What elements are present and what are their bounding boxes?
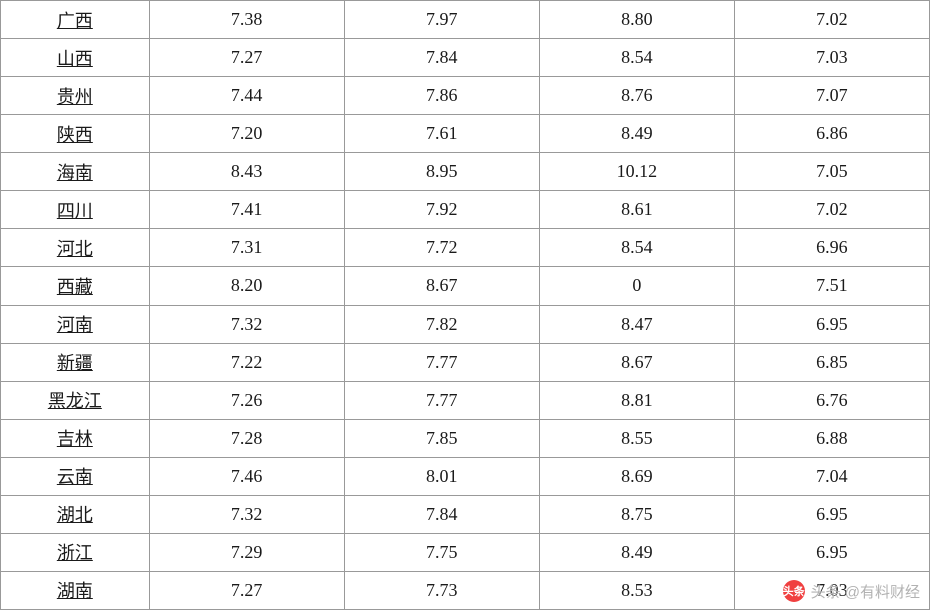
value-cell-3: 8.49 — [539, 115, 734, 153]
value-cell-3: 0 — [539, 267, 734, 305]
value-cell-1: 7.26 — [149, 381, 344, 419]
table-row: 黑龙江7.267.778.816.76 — [1, 381, 930, 419]
value-cell-3: 8.53 — [539, 571, 734, 609]
value-cell-3: 8.75 — [539, 495, 734, 533]
value-cell-4: 6.86 — [734, 115, 929, 153]
value-cell-4: 6.85 — [734, 343, 929, 381]
value-cell-3: 8.81 — [539, 381, 734, 419]
value-cell-4: 6.95 — [734, 305, 929, 343]
value-cell-1: 7.22 — [149, 343, 344, 381]
value-cell-2: 7.72 — [344, 229, 539, 267]
value-cell-2: 7.82 — [344, 305, 539, 343]
table-row: 河北7.317.728.546.96 — [1, 229, 930, 267]
value-cell-2: 7.92 — [344, 191, 539, 229]
value-cell-3: 8.61 — [539, 191, 734, 229]
table-row: 湖南7.277.738.537.03 — [1, 571, 930, 609]
province-cell: 河南 — [1, 305, 150, 343]
value-cell-3: 8.54 — [539, 39, 734, 77]
value-cell-2: 7.61 — [344, 115, 539, 153]
value-cell-4: 6.96 — [734, 229, 929, 267]
table-row: 云南7.468.018.697.04 — [1, 457, 930, 495]
value-cell-4: 7.03 — [734, 39, 929, 77]
value-cell-1: 7.31 — [149, 229, 344, 267]
province-cell: 四川 — [1, 191, 150, 229]
value-cell-4: 7.05 — [734, 153, 929, 191]
table-row: 河南7.327.828.476.95 — [1, 305, 930, 343]
value-cell-2: 7.97 — [344, 1, 539, 39]
value-cell-2: 7.84 — [344, 39, 539, 77]
table-row: 吉林7.287.858.556.88 — [1, 419, 930, 457]
value-cell-3: 8.67 — [539, 343, 734, 381]
province-cell: 吉林 — [1, 419, 150, 457]
table-row: 四川7.417.928.617.02 — [1, 191, 930, 229]
value-cell-4: 6.95 — [734, 495, 929, 533]
table-row: 贵州7.447.868.767.07 — [1, 77, 930, 115]
value-cell-2: 7.84 — [344, 495, 539, 533]
value-cell-1: 8.43 — [149, 153, 344, 191]
value-cell-2: 7.85 — [344, 419, 539, 457]
value-cell-2: 8.01 — [344, 457, 539, 495]
province-cell: 海南 — [1, 153, 150, 191]
value-cell-1: 7.38 — [149, 1, 344, 39]
province-cell: 湖南 — [1, 571, 150, 609]
table-row: 西藏8.208.6707.51 — [1, 267, 930, 305]
value-cell-4: 6.95 — [734, 533, 929, 571]
table-row: 山西7.277.848.547.03 — [1, 39, 930, 77]
province-cell: 山西 — [1, 39, 150, 77]
value-cell-2: 7.73 — [344, 571, 539, 609]
value-cell-1: 8.20 — [149, 267, 344, 305]
value-cell-4: 7.02 — [734, 1, 929, 39]
value-cell-1: 7.46 — [149, 457, 344, 495]
value-cell-4: 6.76 — [734, 381, 929, 419]
value-cell-1: 7.27 — [149, 571, 344, 609]
province-cell: 云南 — [1, 457, 150, 495]
province-cell: 河北 — [1, 229, 150, 267]
value-cell-1: 7.32 — [149, 305, 344, 343]
value-cell-2: 7.86 — [344, 77, 539, 115]
value-cell-1: 7.44 — [149, 77, 344, 115]
value-cell-3: 8.49 — [539, 533, 734, 571]
value-cell-4: 7.07 — [734, 77, 929, 115]
value-cell-3: 8.47 — [539, 305, 734, 343]
province-cell: 湖北 — [1, 495, 150, 533]
value-cell-4: 7.03 — [734, 571, 929, 609]
value-cell-4: 7.02 — [734, 191, 929, 229]
table-row: 湖北7.327.848.756.95 — [1, 495, 930, 533]
value-cell-3: 10.12 — [539, 153, 734, 191]
value-cell-1: 7.41 — [149, 191, 344, 229]
data-table: 广西7.387.978.807.02山西7.277.848.547.03贵州7.… — [0, 0, 930, 610]
value-cell-2: 7.75 — [344, 533, 539, 571]
table-row: 广西7.387.978.807.02 — [1, 1, 930, 39]
table-row: 新疆7.227.778.676.85 — [1, 343, 930, 381]
value-cell-3: 8.54 — [539, 229, 734, 267]
province-cell: 黑龙江 — [1, 381, 150, 419]
value-cell-2: 7.77 — [344, 381, 539, 419]
value-cell-1: 7.29 — [149, 533, 344, 571]
province-cell: 贵州 — [1, 77, 150, 115]
province-cell: 陕西 — [1, 115, 150, 153]
table-row: 陕西7.207.618.496.86 — [1, 115, 930, 153]
value-cell-3: 8.76 — [539, 77, 734, 115]
value-cell-4: 7.04 — [734, 457, 929, 495]
value-cell-1: 7.27 — [149, 39, 344, 77]
province-cell: 西藏 — [1, 267, 150, 305]
province-cell: 新疆 — [1, 343, 150, 381]
value-cell-2: 7.77 — [344, 343, 539, 381]
province-cell: 广西 — [1, 1, 150, 39]
value-cell-3: 8.69 — [539, 457, 734, 495]
value-cell-4: 7.51 — [734, 267, 929, 305]
value-cell-2: 8.95 — [344, 153, 539, 191]
value-cell-3: 8.55 — [539, 419, 734, 457]
value-cell-4: 6.88 — [734, 419, 929, 457]
value-cell-1: 7.32 — [149, 495, 344, 533]
value-cell-1: 7.20 — [149, 115, 344, 153]
value-cell-1: 7.28 — [149, 419, 344, 457]
table-row: 海南8.438.9510.127.05 — [1, 153, 930, 191]
value-cell-3: 8.80 — [539, 1, 734, 39]
table-row: 浙江7.297.758.496.95 — [1, 533, 930, 571]
value-cell-2: 8.67 — [344, 267, 539, 305]
province-cell: 浙江 — [1, 533, 150, 571]
